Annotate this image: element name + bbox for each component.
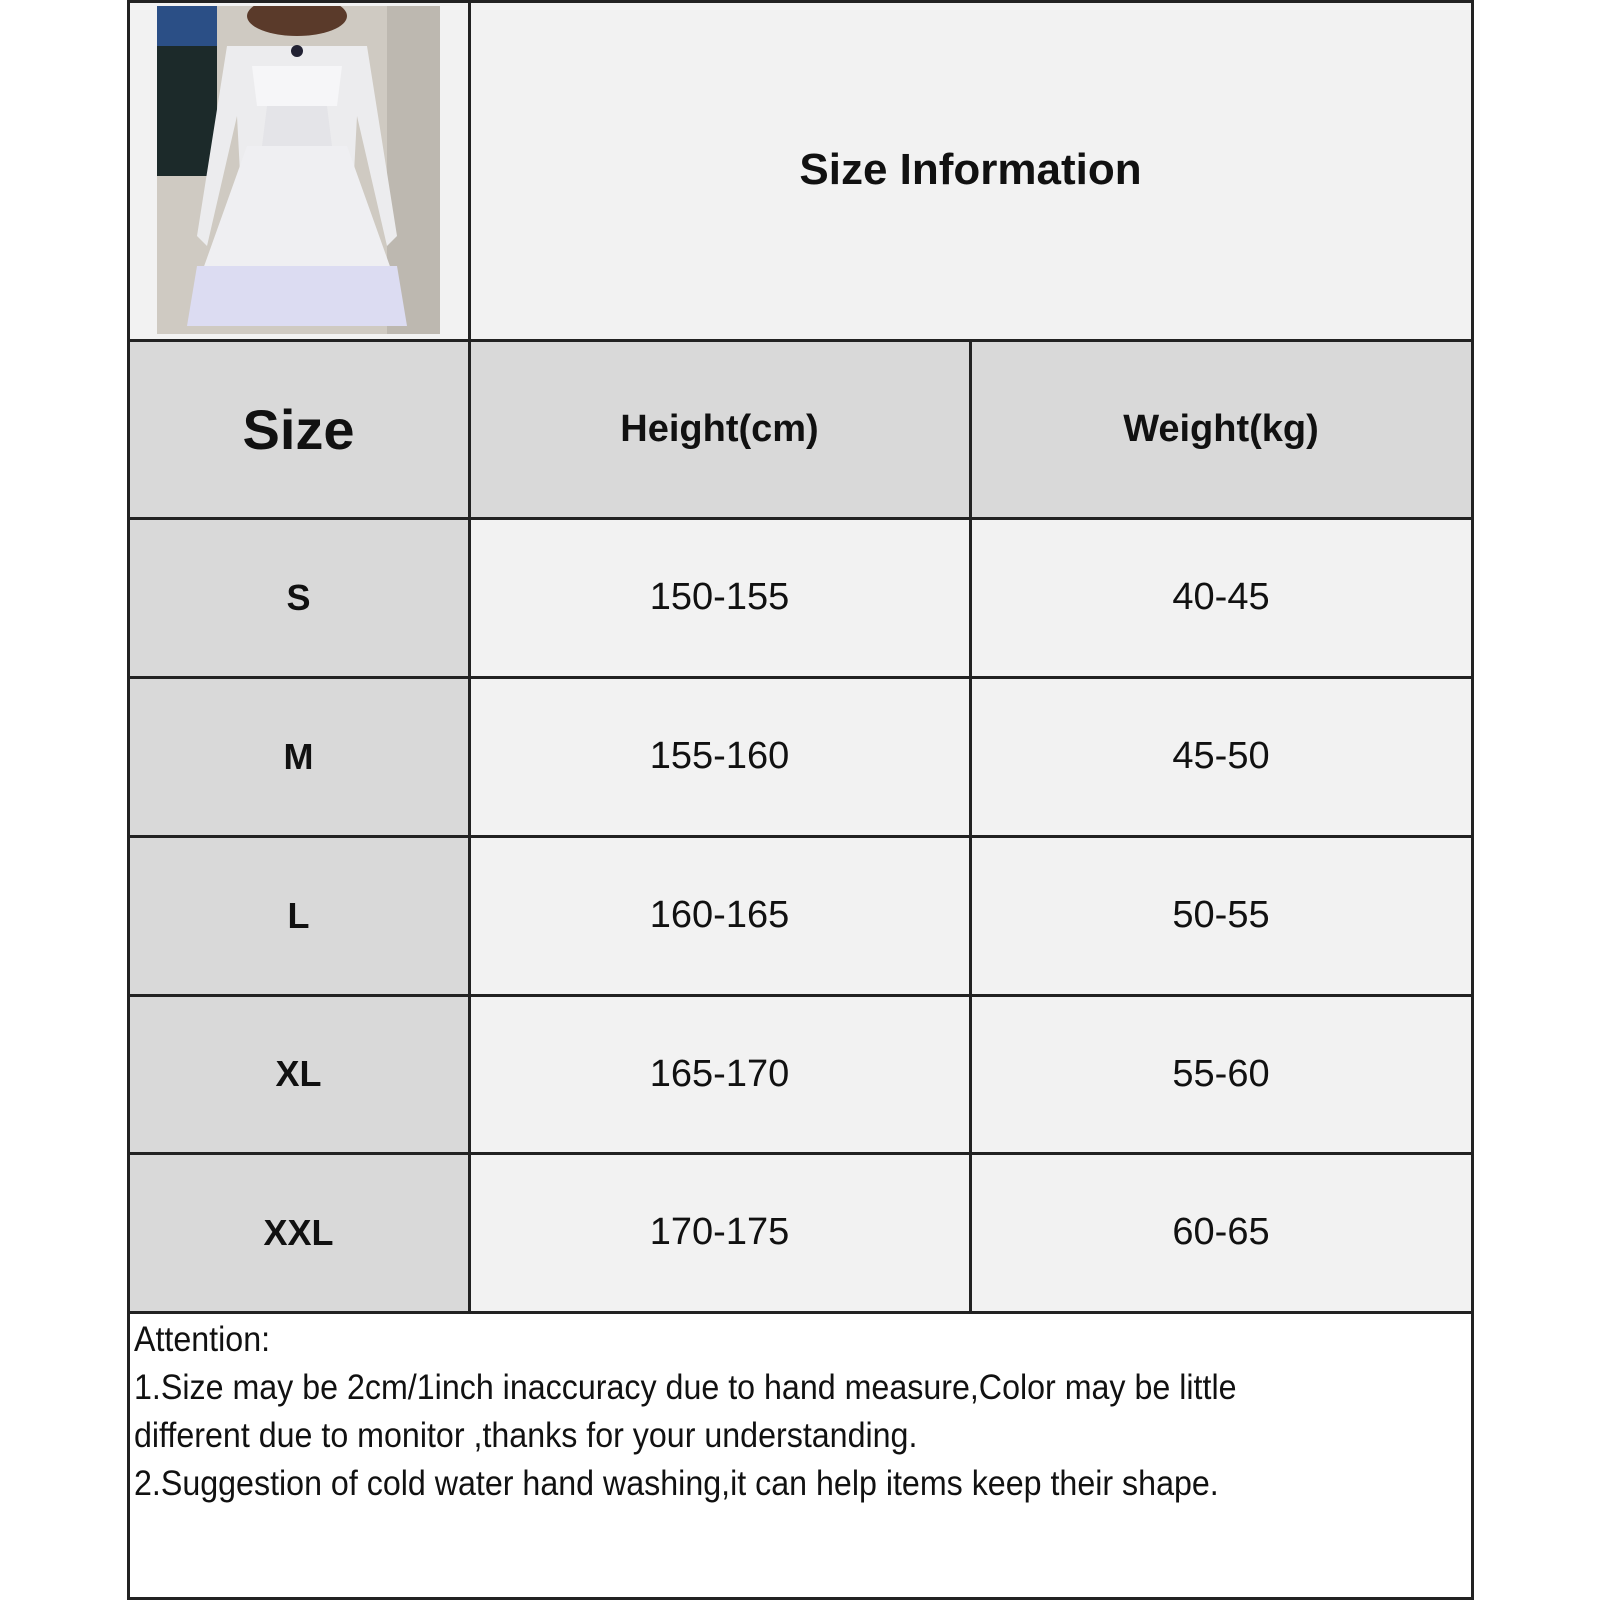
height-value: 150-155 (649, 576, 790, 618)
table-cell-weight: 40-45 (970, 518, 1472, 677)
notes-cell (128, 1312, 1472, 1598)
table-cell-size: XL (128, 995, 469, 1153)
grid-line (127, 994, 1473, 997)
table-cell-height: 160-165 (469, 836, 970, 995)
height-value: 155-160 (649, 735, 790, 777)
header-weight: Weight(kg) (970, 340, 1472, 518)
table-cell-weight: 60-65 (970, 1153, 1472, 1312)
column-header-height: Height(cm) (620, 407, 819, 450)
size-value: XXL (263, 1211, 334, 1253)
grid-line (127, 339, 1473, 342)
size-value: L (287, 894, 310, 936)
grid-line (127, 676, 1473, 679)
grid-line (127, 0, 130, 1600)
note-2: 2.Suggestion of cold water hand washing,… (134, 1464, 1219, 1503)
header-size: Size (128, 340, 469, 518)
size-value: S (286, 576, 311, 618)
grid-line (127, 835, 1473, 838)
height-value: 170-175 (649, 1211, 790, 1253)
grid-line (127, 0, 1473, 3)
size-value: XL (275, 1053, 322, 1094)
header-height: Height(cm) (469, 340, 970, 518)
grid-line (969, 340, 972, 1312)
table-cell-weight: 55-60 (970, 995, 1472, 1153)
table-cell-weight: 45-50 (970, 677, 1472, 836)
grid-line (127, 1597, 1473, 1600)
table-cell-weight: 50-55 (970, 836, 1472, 995)
height-value: 165-170 (649, 1052, 790, 1095)
table-cell-size: L (128, 836, 469, 995)
dress-photo-illustration (157, 6, 440, 334)
product-photo (157, 6, 440, 334)
weight-value: 60-65 (1172, 1211, 1270, 1253)
note-1b: different due to monitor ,thanks for you… (134, 1416, 918, 1455)
table-cell-size: S (128, 518, 469, 677)
grid-line (127, 517, 1473, 520)
table-cell-height: 155-160 (469, 677, 970, 836)
table-cell-size: XXL (128, 1153, 469, 1312)
grid-line (127, 1311, 1473, 1314)
page-title: Size Information (799, 145, 1142, 194)
weight-value: 45-50 (1172, 735, 1270, 777)
grid-line (127, 1152, 1473, 1155)
note-1a: 1.Size may be 2cm/1inch inaccuracy due t… (134, 1368, 1237, 1407)
title-cell: Size Information (469, 0, 1472, 340)
weight-value: 40-45 (1172, 576, 1270, 618)
table-cell-height: 170-175 (469, 1153, 970, 1312)
column-header-size: Size (242, 397, 355, 461)
grid-line (1471, 0, 1474, 1600)
size-value: M (283, 735, 314, 777)
height-value: 160-165 (649, 894, 790, 936)
grid-line (468, 0, 471, 1312)
notes-heading: Attention: (134, 1320, 271, 1359)
table-cell-size: M (128, 677, 469, 836)
weight-value: 50-55 (1172, 894, 1270, 936)
weight-value: 55-60 (1172, 1052, 1270, 1095)
table-cell-height: 165-170 (469, 995, 970, 1153)
table-cell-height: 150-155 (469, 518, 970, 677)
attention-notes: Attention: 1.Size may be 2cm/1inch inacc… (134, 1316, 1348, 1508)
column-header-weight: Weight(kg) (1123, 407, 1319, 450)
